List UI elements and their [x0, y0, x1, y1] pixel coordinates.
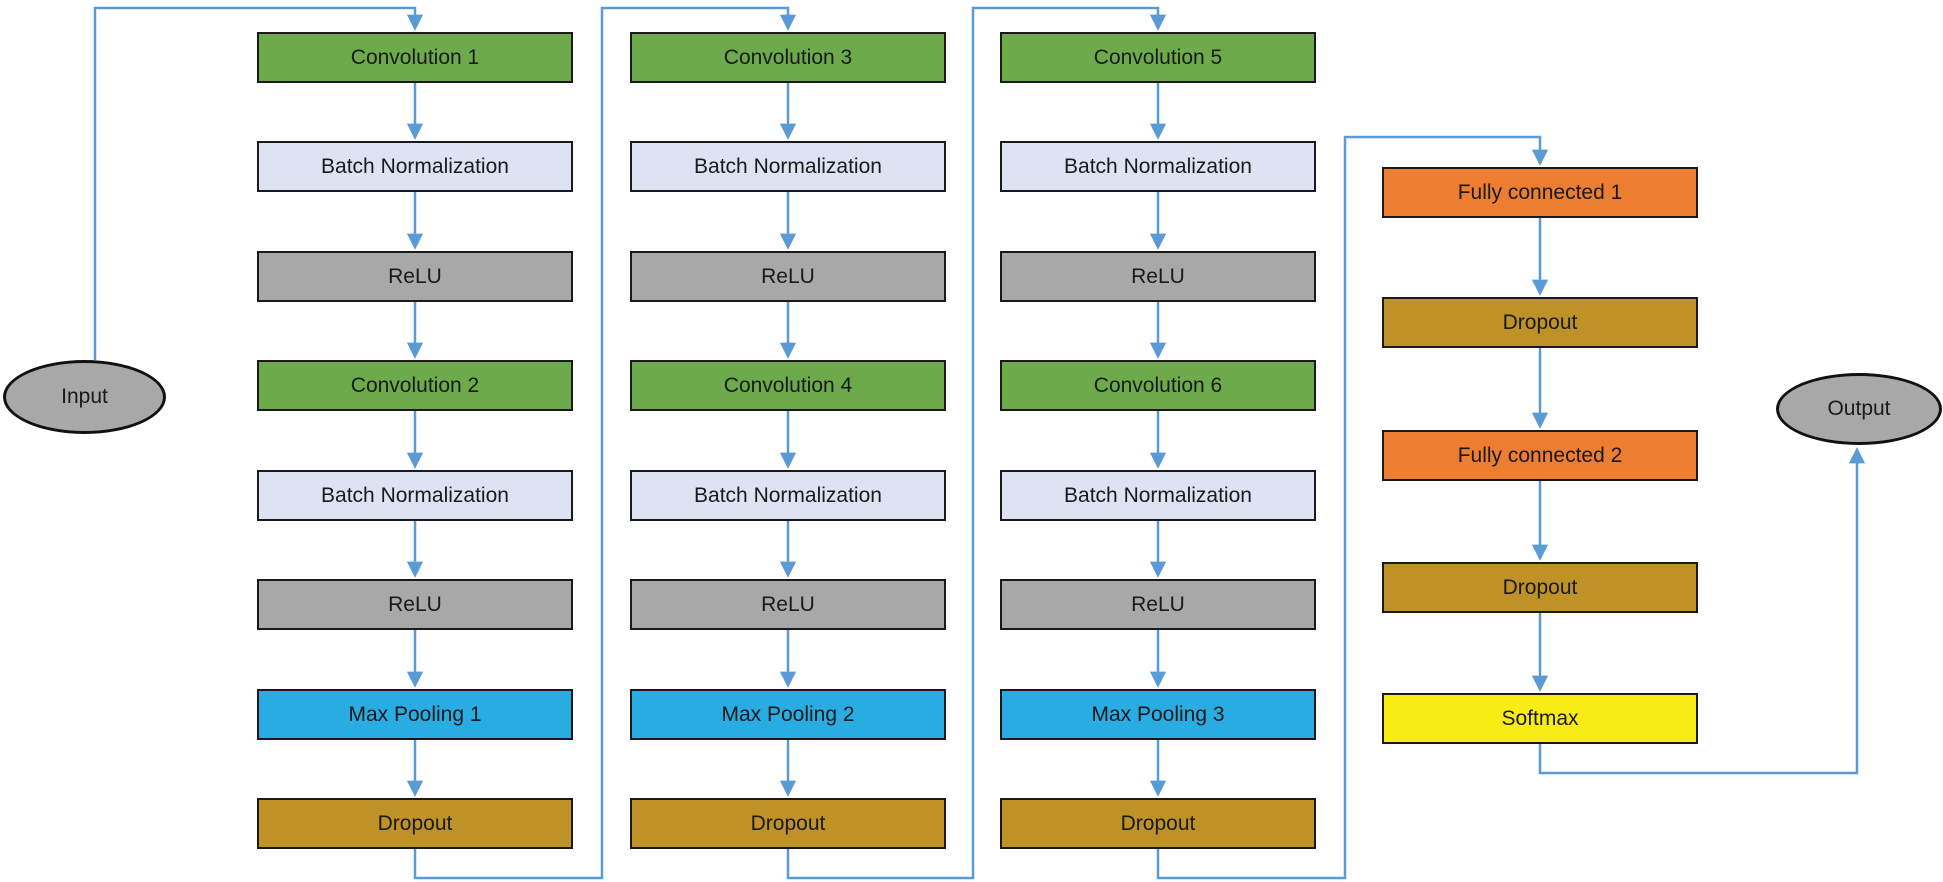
- node-max-pooling-3: Max Pooling 3: [1000, 689, 1316, 740]
- node-softmax: Softmax: [1382, 693, 1698, 744]
- input-node: Input: [3, 360, 166, 434]
- node-batch-normalization-4: Batch Normalization: [630, 470, 946, 521]
- node-relu-1: ReLU: [257, 251, 573, 302]
- connector-dropout3-to-fc1: [1156, 135, 1549, 880]
- node-fully-connected-1: Fully connected 1: [1382, 167, 1698, 218]
- node-relu-5: ReLU: [1000, 251, 1316, 302]
- node-dropout-1: Dropout: [257, 798, 573, 849]
- node-relu-2: ReLU: [257, 579, 573, 630]
- node-convolution-3: Convolution 3: [630, 32, 946, 83]
- node-dropout-3: Dropout: [1000, 798, 1316, 849]
- node-relu-6: ReLU: [1000, 579, 1316, 630]
- connector-dropout2-to-conv5: [786, 6, 1167, 880]
- node-dropout-5: Dropout: [1382, 562, 1698, 613]
- node-batch-normalization-1: Batch Normalization: [257, 141, 573, 192]
- node-fully-connected-2: Fully connected 2: [1382, 430, 1698, 481]
- node-batch-normalization-3: Batch Normalization: [630, 141, 946, 192]
- node-convolution-2: Convolution 2: [257, 360, 573, 411]
- connector-softmax-to-output: [1538, 447, 1866, 775]
- node-batch-normalization-6: Batch Normalization: [1000, 470, 1316, 521]
- node-convolution-1: Convolution 1: [257, 32, 573, 83]
- node-convolution-6: Convolution 6: [1000, 360, 1316, 411]
- node-dropout-2: Dropout: [630, 798, 946, 849]
- node-relu-3: ReLU: [630, 251, 946, 302]
- node-relu-4: ReLU: [630, 579, 946, 630]
- node-max-pooling-2: Max Pooling 2: [630, 689, 946, 740]
- output-node: Output: [1776, 373, 1942, 445]
- node-batch-normalization-5: Batch Normalization: [1000, 141, 1316, 192]
- node-dropout-4: Dropout: [1382, 297, 1698, 348]
- node-convolution-4: Convolution 4: [630, 360, 946, 411]
- node-convolution-5: Convolution 5: [1000, 32, 1316, 83]
- connector-input-to-conv1: [93, 6, 424, 360]
- node-max-pooling-1: Max Pooling 1: [257, 689, 573, 740]
- node-batch-normalization-2: Batch Normalization: [257, 470, 573, 521]
- connector-dropout1-to-conv3: [413, 6, 797, 880]
